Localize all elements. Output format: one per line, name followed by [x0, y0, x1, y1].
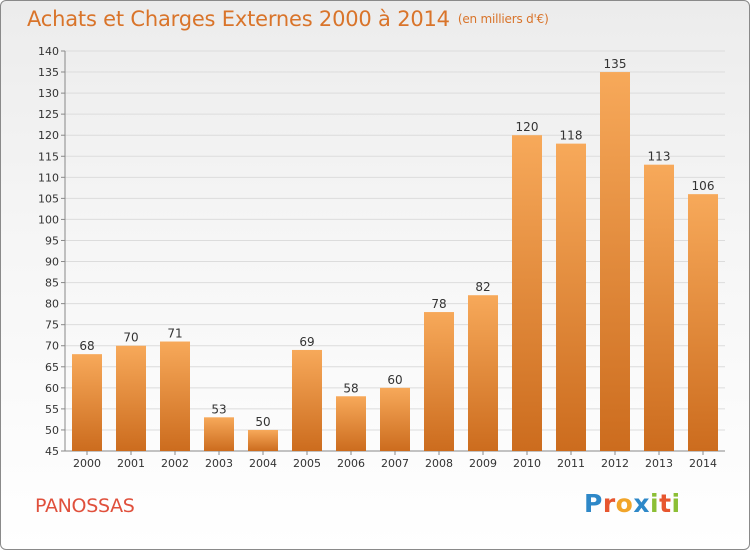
chart-title: Achats et Charges Externes 2000 à 2014 (e… — [27, 7, 549, 31]
bar-value-label: 53 — [211, 402, 226, 416]
bar-2010[interactable] — [512, 135, 542, 452]
y-tick-label: 100 — [38, 213, 59, 226]
x-tick-label: 2002 — [161, 457, 189, 470]
chart-title-text: Achats et Charges Externes 2000 à 2014 — [27, 7, 450, 31]
x-tick-label: 2006 — [337, 457, 365, 470]
bar-value-label: 135 — [604, 57, 627, 71]
logo-letter: i — [671, 489, 681, 518]
bar-2006[interactable] — [336, 396, 366, 451]
x-axis: 2000 2001 2002 2003 2004 2005 2006 2007 2008 2009… — [65, 450, 725, 470]
bar-value-label: 60 — [387, 373, 402, 387]
x-tick-label: 2000 — [73, 457, 101, 470]
bar-value-label: 120 — [516, 120, 539, 134]
y-tick-label: 80 — [45, 298, 59, 311]
x-tick-label: 2003 — [205, 457, 233, 470]
bar-value-label: 68 — [79, 339, 94, 353]
y-tick-label: 115 — [38, 150, 59, 163]
bar-value-labels: 68 70 71 53 50 69 58 60 78 82 120 118 135 113 106 — [79, 57, 714, 429]
x-tick-label: 2008 — [425, 457, 453, 470]
bar-2001[interactable] — [116, 345, 146, 451]
x-tick-label: 2005 — [293, 457, 321, 470]
bar-value-label: 78 — [431, 297, 446, 311]
bar-value-label: 70 — [123, 331, 138, 345]
bar-2013[interactable] — [644, 164, 674, 451]
bar-2008[interactable] — [424, 312, 454, 451]
y-tick-label: 130 — [38, 87, 59, 100]
x-tick-label: 2013 — [645, 457, 673, 470]
y-tick-label: 120 — [38, 129, 59, 142]
bar-2011[interactable] — [556, 143, 586, 451]
logo-letter: o — [615, 489, 634, 518]
bar-2012[interactable] — [600, 72, 630, 451]
y-tick-label: 110 — [38, 171, 59, 184]
y-tick-label: 95 — [45, 234, 59, 247]
chart-subtitle: (en milliers d'€) — [457, 12, 549, 26]
y-tick-label: 70 — [45, 340, 59, 353]
y-axis: 45 50 55 60 65 70 75 80 85 90 95 100 105 110 115 120 125… — [38, 45, 66, 458]
x-tick-label: 2011 — [557, 457, 585, 470]
logo-letter: t — [659, 489, 672, 518]
logo-letter: x — [633, 489, 650, 518]
bar-2009[interactable] — [468, 295, 498, 451]
y-tick-label: 85 — [45, 277, 59, 290]
logo-letter: i — [650, 489, 660, 518]
x-tick-label: 2014 — [689, 457, 717, 470]
bar-2003[interactable] — [204, 417, 234, 451]
bar-2014[interactable] — [688, 194, 718, 451]
bar-value-label: 58 — [343, 381, 358, 395]
bar-2005[interactable] — [292, 349, 322, 451]
bar-value-label: 71 — [167, 327, 182, 341]
y-tick-label: 50 — [45, 424, 59, 437]
x-tick-label: 2004 — [249, 457, 277, 470]
proxiti-logo[interactable]: Proxiti — [584, 489, 681, 518]
bar-value-label: 113 — [648, 150, 671, 164]
bar-value-label: 118 — [560, 129, 583, 143]
bar-value-label: 69 — [299, 335, 314, 349]
y-tick-label: 45 — [45, 445, 59, 458]
bar-value-label: 50 — [255, 415, 270, 429]
x-tick-label: 2012 — [601, 457, 629, 470]
logo-letter: P — [584, 489, 603, 518]
y-tick-label: 125 — [38, 108, 59, 121]
x-tick-label: 2001 — [117, 457, 145, 470]
bars — [72, 72, 718, 452]
bar-2000[interactable] — [72, 354, 102, 451]
bar-2007[interactable] — [380, 387, 410, 451]
y-tick-label: 75 — [45, 319, 59, 332]
y-tick-label: 135 — [38, 66, 59, 79]
bar-2004[interactable] — [248, 429, 278, 451]
bar-value-label: 106 — [692, 179, 715, 193]
y-tick-label: 140 — [38, 45, 59, 58]
x-tick-label: 2010 — [513, 457, 541, 470]
logo-letter: r — [602, 489, 616, 518]
y-tick-label: 90 — [45, 256, 59, 269]
bar-value-label: 82 — [475, 280, 490, 294]
place-name: PANOSSAS — [35, 495, 135, 517]
x-tick-label: 2007 — [381, 457, 409, 470]
y-tick-label: 60 — [45, 382, 59, 395]
y-tick-label: 65 — [45, 361, 59, 374]
y-tick-label: 105 — [38, 192, 59, 205]
bar-2002[interactable] — [160, 341, 190, 451]
x-tick-label: 2009 — [469, 457, 497, 470]
y-tick-label: 55 — [45, 403, 59, 416]
